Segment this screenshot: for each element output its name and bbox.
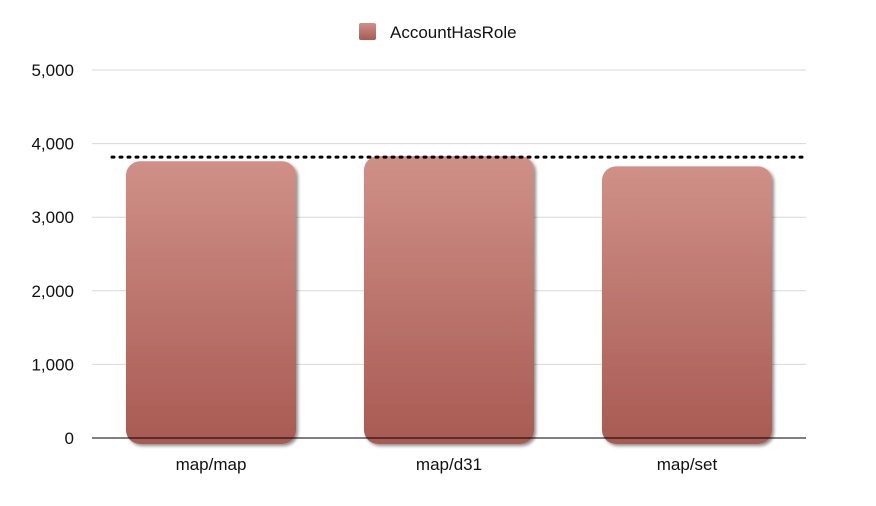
bar-map-d31 <box>364 156 534 444</box>
legend-label: AccountHasRole <box>390 23 517 42</box>
bar-map-map <box>126 161 296 444</box>
y-tick-label: 2,000 <box>31 282 74 301</box>
x-tick-label: map/d31 <box>416 455 482 474</box>
y-axis-ticks: 0 1,000 2,000 3,000 4,000 5,000 <box>31 61 74 448</box>
legend-swatch <box>359 23 376 40</box>
x-tick-label: map/map <box>176 455 247 474</box>
legend: AccountHasRole <box>359 23 517 42</box>
y-tick-label: 1,000 <box>31 355 74 374</box>
bars <box>126 156 772 444</box>
y-tick-label: 4,000 <box>31 135 74 154</box>
x-axis-labels: map/map map/d31 map/set <box>176 455 718 474</box>
y-tick-label: 0 <box>65 429 74 448</box>
x-tick-label: map/set <box>657 455 718 474</box>
bar-map-set <box>602 166 772 444</box>
y-tick-label: 3,000 <box>31 208 74 227</box>
y-tick-label: 5,000 <box>31 61 74 80</box>
